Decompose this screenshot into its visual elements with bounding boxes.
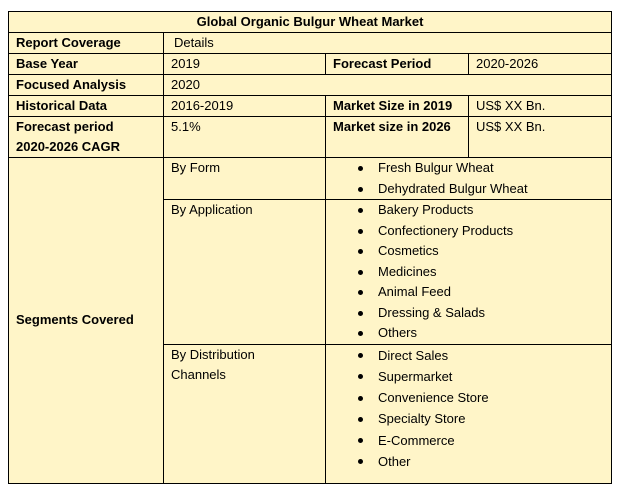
segment-list: Direct Sales Supermarket Convenience Store…	[325, 343, 612, 484]
row-value: US$ XX Bn.	[468, 95, 612, 117]
group-name-line: Channels	[171, 366, 226, 382]
row-label: Historical Data	[8, 95, 164, 117]
row-label: Report Coverage	[8, 32, 164, 54]
row-value: 2016-2019	[163, 95, 326, 117]
bullet-item: Confectionery Products	[358, 221, 604, 242]
segment-list: Fresh Bulgur Wheat Dehydrated Bulgur Whea…	[325, 157, 612, 200]
group-name-line: By Distribution	[171, 346, 255, 362]
row-label: Forecast Period	[325, 53, 469, 75]
group-name-line: By Application	[171, 202, 253, 217]
bullet-list: Direct Sales Supermarket Convenience Store…	[333, 345, 604, 472]
bullet-item: Fresh Bulgur Wheat	[358, 159, 604, 179]
table-title: Global Organic Bulgur Wheat Market	[8, 11, 612, 33]
group-name-line: By Form	[171, 160, 221, 175]
bullet-item: Direct Sales	[358, 345, 604, 366]
segment-group: By Form	[163, 157, 326, 200]
bullet-item: Animal Feed	[358, 282, 604, 303]
bullet-item: Dressing & Salads	[358, 303, 604, 324]
row-label: Market Size in 2019	[325, 95, 469, 117]
bullet-item: Other	[358, 451, 604, 472]
bullet-item: Supermarket	[358, 366, 604, 387]
row-label: Market size in 2026	[325, 116, 469, 158]
label-line: Forecast period	[16, 119, 114, 134]
row-value: US$ XX Bn.	[468, 116, 612, 158]
row-label: Focused Analysis	[8, 74, 164, 96]
segments-label: Segments Covered	[8, 157, 164, 484]
row-value: Details	[163, 32, 612, 54]
row-label: Forecast period 2020-2026 CAGR	[8, 116, 164, 158]
segment-list: Bakery Products Confectionery Products Cos…	[325, 199, 612, 345]
bullet-list: Fresh Bulgur Wheat Dehydrated Bulgur Whea…	[333, 159, 604, 199]
row-value: 2020	[163, 74, 612, 96]
bullet-item: E-Commerce	[358, 430, 604, 451]
row-value: 5.1%	[163, 116, 326, 158]
bullet-item: Specialty Store	[358, 408, 604, 429]
segment-group: By Application	[163, 199, 326, 345]
segment-group: By Distribution Channels	[163, 343, 326, 484]
bullet-item: Medicines	[358, 262, 604, 283]
market-table: Global Organic Bulgur Wheat Market Repor…	[8, 11, 612, 484]
row-label: Base Year	[8, 53, 164, 75]
bullet-item: Dehydrated Bulgur Wheat	[358, 179, 604, 199]
bullet-item: Cosmetics	[358, 241, 604, 262]
bullet-list: Bakery Products Confectionery Products Cos…	[333, 200, 604, 343]
row-value: 2020-2026	[468, 53, 612, 75]
bullet-item: Bakery Products	[358, 200, 604, 220]
label-line: 2020-2026 CAGR	[16, 139, 121, 154]
row-value: 2019	[163, 53, 326, 75]
bullet-item: Others	[358, 323, 604, 343]
bullet-item: Convenience Store	[358, 387, 604, 408]
